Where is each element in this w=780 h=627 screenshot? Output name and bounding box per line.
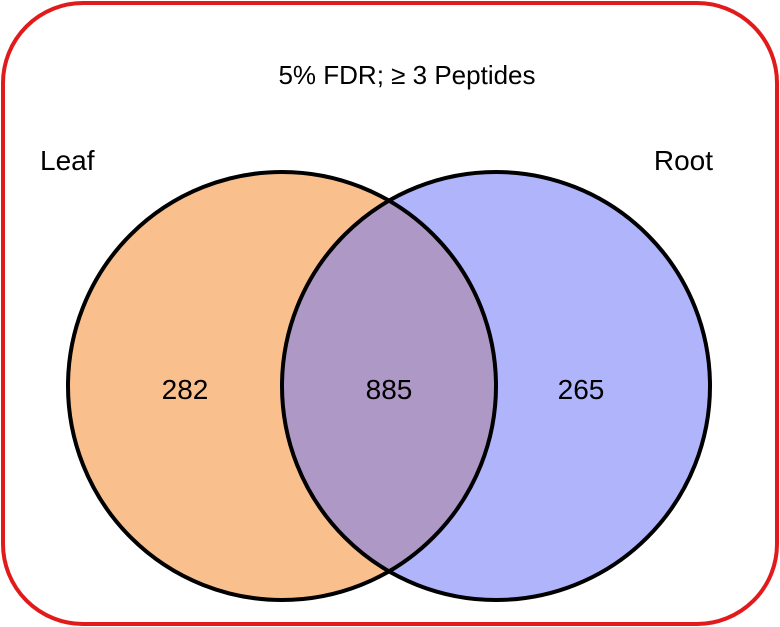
diagram-title: 5% FDR; ≥ 3 Peptides [278,60,535,90]
leaf-circle-outline [66,170,498,602]
set-label-leaf: Leaf [40,145,95,176]
set-label-root: Root [654,145,713,176]
intersection-region [282,172,496,600]
root-circle-outline [280,170,712,602]
leaf-only-count: 282 [162,374,209,405]
intersection-count: 885 [366,374,413,405]
root-only-count: 265 [558,374,605,405]
